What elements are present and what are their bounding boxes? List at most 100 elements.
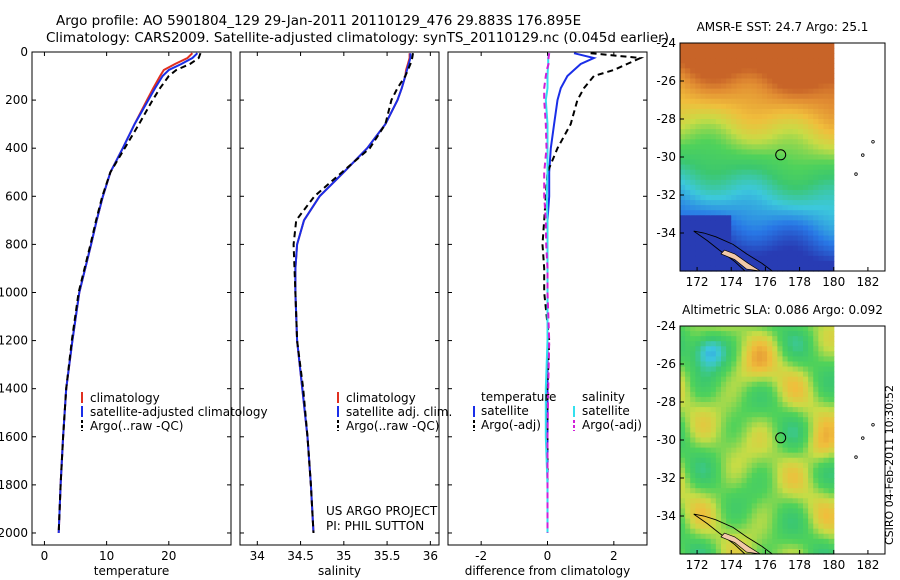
map-cell — [680, 119, 686, 125]
map-cell — [700, 83, 707, 90]
map-cell — [705, 265, 712, 272]
map-cell — [828, 417, 835, 423]
map-cell — [808, 371, 814, 378]
map-cell — [808, 245, 814, 252]
map-cell — [715, 336, 722, 342]
map-cell — [818, 376, 825, 383]
map-cell — [777, 366, 784, 373]
map-cell — [685, 159, 691, 166]
map-cell — [751, 164, 758, 171]
map-cell — [731, 346, 737, 352]
map-cell — [690, 407, 696, 413]
map-cell — [828, 149, 835, 156]
map-cell — [767, 245, 773, 252]
map-cell — [762, 447, 768, 454]
map-cell — [705, 220, 712, 226]
map-cell — [705, 174, 712, 181]
map-cell — [751, 113, 758, 120]
map-cell — [797, 462, 804, 469]
map-cell — [828, 488, 835, 494]
map-cell — [690, 376, 696, 383]
map-cell — [700, 200, 707, 206]
map-cell — [828, 381, 835, 388]
map-cell — [751, 53, 758, 59]
map-cell — [746, 498, 753, 504]
map-cell — [705, 478, 712, 484]
map-cell — [792, 452, 799, 459]
map-cell — [818, 58, 825, 64]
map-cell — [756, 255, 763, 262]
map-cell — [680, 164, 686, 171]
map-cell — [767, 442, 773, 449]
map-cell — [685, 381, 691, 388]
map-cell — [695, 381, 702, 388]
map-cell — [787, 493, 794, 499]
map-cell — [762, 336, 768, 342]
map-cell — [705, 483, 712, 489]
legend-label: satellite — [481, 404, 529, 418]
map-cell — [823, 472, 830, 479]
map-cell — [797, 139, 804, 145]
map-cell — [797, 250, 804, 257]
map-cell — [823, 53, 830, 59]
map-cell — [767, 195, 773, 201]
map-cell — [705, 533, 712, 540]
map-cell — [777, 351, 784, 357]
map-cell — [818, 533, 825, 540]
map-cell — [715, 513, 722, 520]
map-cell — [823, 164, 830, 171]
map-cell — [710, 548, 717, 555]
map-cell — [690, 48, 696, 54]
map-cell — [777, 488, 784, 494]
map-cell — [726, 195, 732, 201]
map-cell — [767, 103, 773, 110]
map-cell — [705, 538, 712, 545]
map-cell — [777, 386, 784, 393]
map-cell — [710, 483, 717, 489]
map-cell — [777, 230, 784, 237]
map-cell — [705, 543, 712, 550]
map-cell — [695, 230, 702, 237]
map-cell — [808, 200, 814, 206]
map-cell — [818, 381, 825, 388]
map-cell — [787, 528, 794, 535]
map-cell — [685, 164, 691, 171]
map-cell — [721, 265, 727, 272]
map-cell — [721, 88, 727, 95]
map-cell — [762, 548, 768, 555]
map-cell — [777, 427, 784, 433]
map-cell — [792, 462, 799, 469]
map-cell — [813, 336, 819, 342]
map-cell — [756, 513, 763, 520]
map-cell — [695, 164, 702, 171]
map-cell — [787, 48, 794, 54]
map-cell — [777, 442, 784, 449]
map-cell — [767, 543, 773, 550]
map-cell — [695, 422, 702, 428]
map-cell — [828, 73, 835, 80]
map-cell — [818, 144, 825, 150]
map-cell — [710, 265, 717, 272]
map-cell — [777, 462, 784, 469]
map-cell — [792, 523, 799, 530]
map-cell — [751, 68, 758, 74]
map-cell — [726, 407, 732, 413]
map-cell — [808, 210, 814, 216]
y-tick-label: -26 — [656, 74, 676, 88]
map-cell — [803, 103, 809, 110]
map-cell — [808, 195, 814, 201]
map-cell — [767, 538, 773, 545]
map-cell — [792, 83, 799, 90]
map-cell — [792, 205, 799, 211]
map-cell — [746, 98, 753, 105]
map-cell — [695, 472, 702, 479]
map-cell — [797, 129, 804, 135]
map-cell — [685, 366, 691, 373]
map-cell — [751, 407, 758, 413]
map-cell — [731, 513, 737, 520]
map-cell — [762, 108, 768, 115]
map-cell — [680, 442, 686, 449]
map-cell — [695, 361, 702, 368]
map-cell — [736, 331, 743, 337]
